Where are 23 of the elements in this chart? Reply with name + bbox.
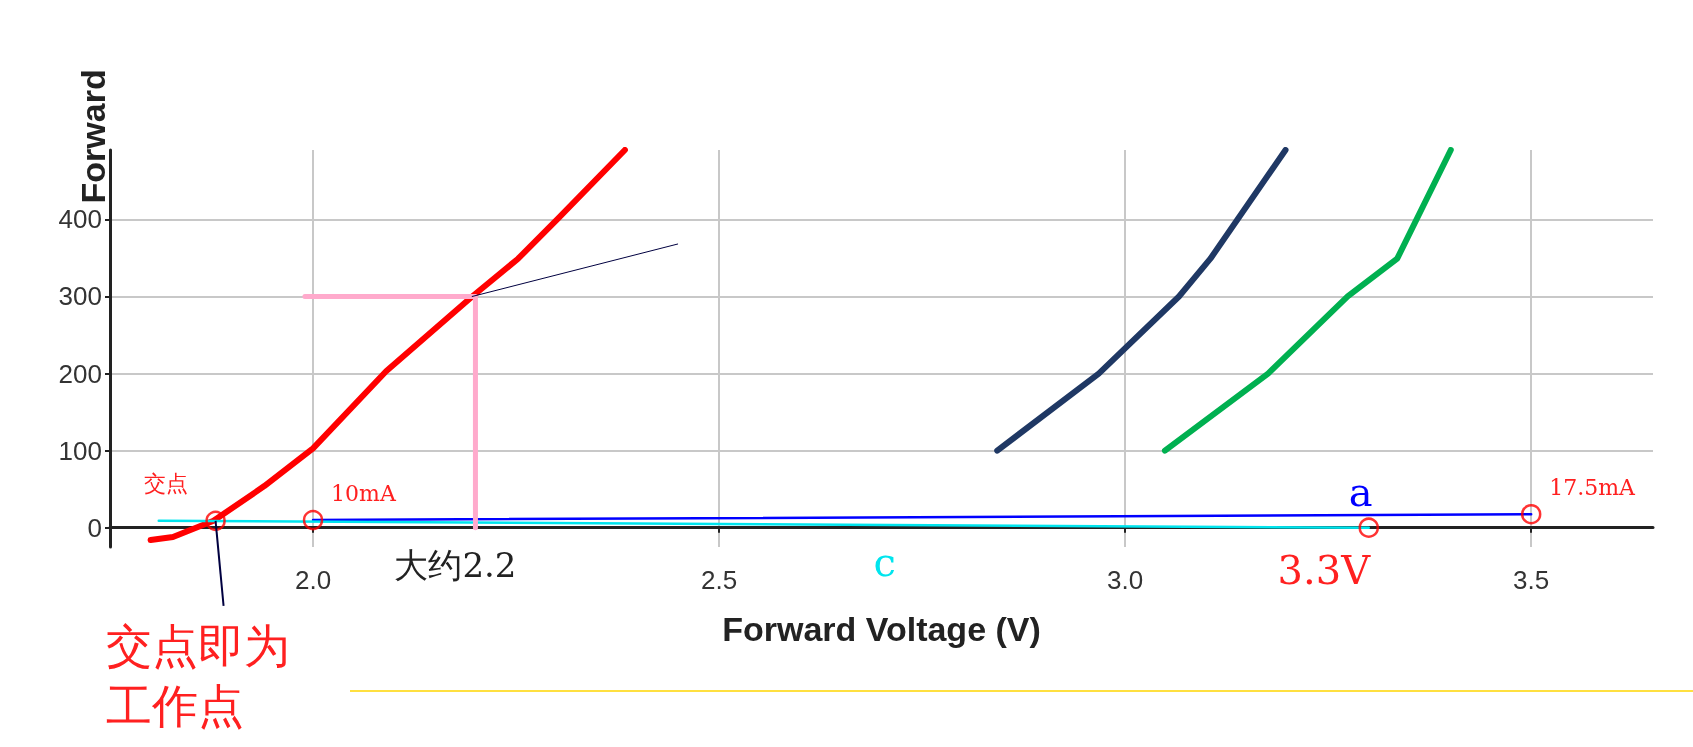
y-tick-label: 300 bbox=[58, 281, 102, 312]
y-axis-title: Forward bbox=[74, 69, 112, 204]
annotation: 大约2.2 bbox=[394, 544, 517, 585]
x-tick-label: 3.5 bbox=[1513, 565, 1550, 595]
x-tick-label: 2.5 bbox=[701, 565, 738, 595]
series-label: c bbox=[873, 538, 896, 585]
x-tick-label: 3.0 bbox=[1107, 565, 1144, 595]
annotation: 10mA bbox=[331, 480, 397, 506]
annotation: 交点 bbox=[143, 471, 188, 497]
y-tick-label: 0 bbox=[87, 512, 102, 543]
point bbox=[205, 510, 226, 532]
y-tick-label: 200 bbox=[58, 358, 102, 389]
point bbox=[302, 509, 324, 531]
point bbox=[1520, 503, 1542, 525]
x-tick-label: 2.0 bbox=[294, 565, 332, 595]
series-label: a bbox=[1348, 469, 1373, 516]
annotation: 17.5mA bbox=[1549, 474, 1637, 500]
y-tick-label: 100 bbox=[58, 435, 102, 466]
point bbox=[1358, 517, 1380, 538]
y-tick-label: 400 bbox=[58, 204, 102, 235]
annotation: 交点即为工作点 bbox=[105, 618, 290, 733]
x-axis-title: Forward Voltage (V) bbox=[722, 610, 1041, 648]
annotation: 3.3V bbox=[1277, 546, 1372, 593]
